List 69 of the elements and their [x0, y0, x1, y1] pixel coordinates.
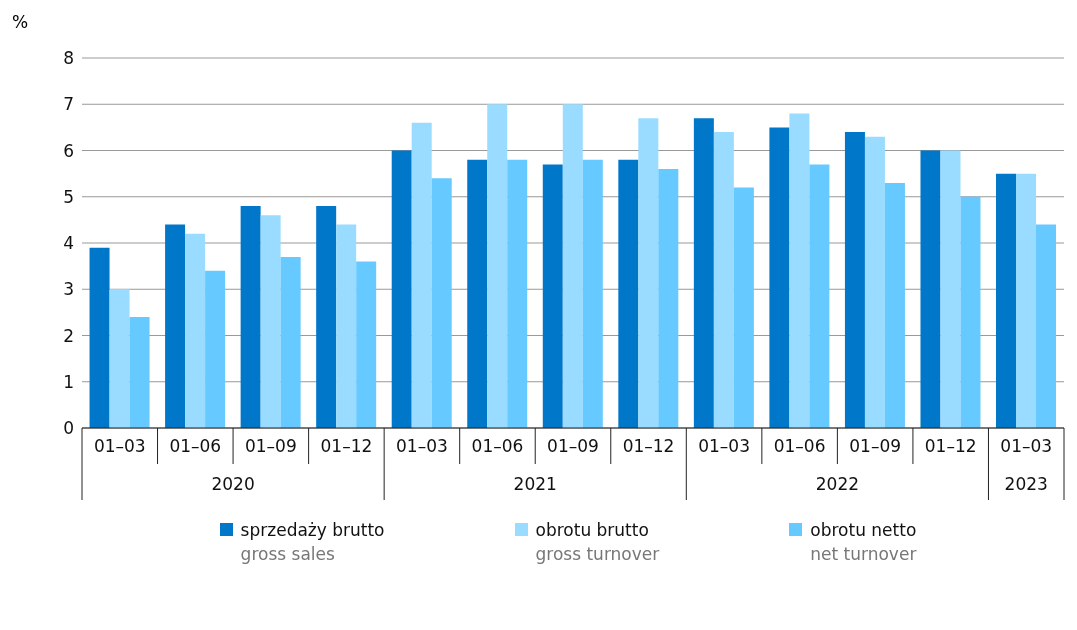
y-tick-label: 7 — [63, 94, 74, 115]
bar — [864, 136, 885, 428]
bar — [109, 289, 130, 428]
bar — [960, 196, 981, 428]
bar — [240, 206, 261, 428]
bar — [582, 159, 603, 428]
y-tick-label: 2 — [63, 325, 74, 346]
legend-label: obrotu netto net turnover — [810, 519, 917, 566]
bar — [996, 173, 1017, 428]
y-tick-label: 0 — [63, 418, 74, 439]
bar — [1036, 224, 1057, 428]
x-tick-label: 01–06 — [169, 436, 222, 456]
bar — [638, 118, 659, 428]
x-tick-label: 01–12 — [320, 436, 373, 456]
x-tick-label: 01–06 — [471, 436, 524, 456]
bar — [884, 182, 905, 428]
bar — [411, 122, 432, 428]
bar — [789, 113, 810, 428]
bar — [1016, 173, 1037, 428]
bar — [713, 132, 734, 428]
bar — [769, 127, 790, 428]
x-tick-label: 01–09 — [547, 436, 599, 456]
x-tick-label: 01–09 — [244, 436, 297, 456]
bar — [336, 224, 357, 428]
bar — [467, 159, 488, 428]
x-tick-label: 01–03 — [1000, 436, 1053, 456]
legend-label: obrotu brutto gross turnover — [535, 519, 660, 566]
bar — [260, 215, 281, 428]
bar — [487, 104, 508, 428]
bar — [205, 270, 226, 428]
bar — [129, 317, 150, 428]
bar — [356, 261, 377, 428]
y-tick-label: 4 — [63, 233, 74, 254]
bar — [844, 132, 865, 428]
text: 2021 — [513, 474, 557, 494]
y-tick-label: 1 — [63, 371, 74, 392]
x-tick-label: 01–12 — [924, 436, 977, 456]
bar — [920, 150, 941, 428]
bar — [507, 159, 528, 428]
bar — [562, 104, 583, 428]
text: 2023 — [1004, 474, 1048, 494]
bar — [316, 206, 337, 428]
x-tick-label: 01–03 — [93, 436, 146, 456]
bar — [618, 159, 639, 428]
bar — [658, 169, 679, 428]
bar — [89, 247, 110, 428]
bar — [431, 178, 452, 428]
text: 2020 — [211, 474, 255, 494]
bar — [185, 233, 206, 428]
x-tick-label: 01–12 — [622, 436, 675, 456]
y-tick-label: 8 — [63, 48, 74, 69]
bar — [165, 224, 186, 428]
bar — [940, 150, 961, 428]
bar — [733, 187, 754, 428]
legend-label: sprzedaży brutto gross sales — [240, 519, 385, 566]
text: 2022 — [815, 474, 860, 494]
x-tick-label: 01–03 — [698, 436, 750, 456]
x-tick-label: 01–09 — [849, 436, 902, 456]
bar — [693, 118, 714, 428]
bar — [391, 150, 412, 428]
bar — [280, 256, 301, 428]
x-tick-label: 01–03 — [396, 436, 448, 456]
y-tick-label: 5 — [63, 186, 74, 207]
bar — [809, 164, 830, 428]
bar — [542, 164, 563, 428]
y-tick-label: 6 — [63, 140, 74, 161]
y-tick-label: 3 — [63, 279, 74, 300]
y-axis-title: % — [12, 12, 29, 32]
x-tick-label: 01–06 — [773, 436, 826, 456]
